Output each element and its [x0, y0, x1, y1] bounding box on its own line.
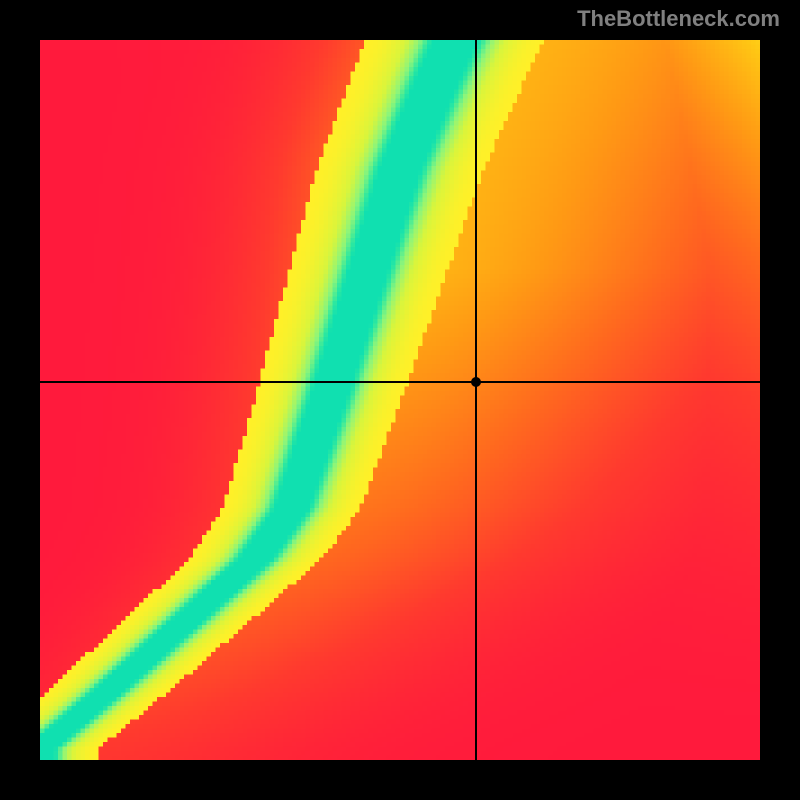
- watermark-text: TheBottleneck.com: [577, 6, 780, 32]
- crosshair-horizontal: [40, 381, 760, 383]
- heatmap-canvas: [40, 40, 760, 760]
- chart-container: TheBottleneck.com: [0, 0, 800, 800]
- marker-dot: [471, 377, 481, 387]
- crosshair-vertical: [475, 40, 477, 760]
